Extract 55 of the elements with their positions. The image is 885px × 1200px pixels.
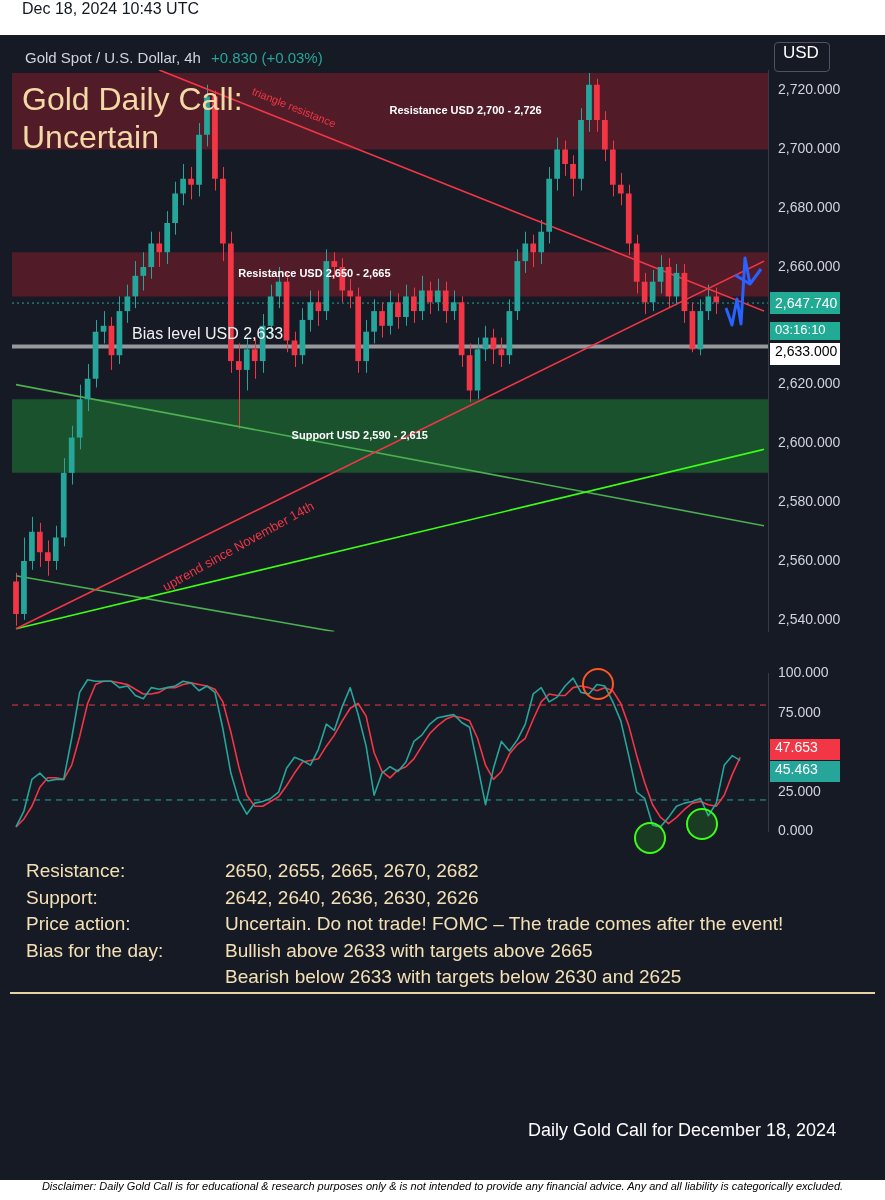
candlestick <box>140 251 147 292</box>
y-tick-label: 2,560.000 <box>778 551 841 568</box>
text: 47.653 <box>770 739 840 760</box>
y-tick-label: 2,660.000 <box>778 257 841 274</box>
y-tick-label: 2,600.000 <box>778 434 841 451</box>
text: Daily Gold Call for December 18, 2024 <box>528 1120 837 1141</box>
y-tick-label: 2,700.000 <box>778 140 841 157</box>
candlestick <box>395 292 401 330</box>
text: Dec 18, 2024 10:43 UTC <box>0 0 885 35</box>
candlestick <box>570 154 576 197</box>
text: Bullish above 2633 with targets above 2665 <box>225 940 593 962</box>
band-label: Resistance USD 2,700 - 2,726 <box>389 104 542 117</box>
text: Disclaimer: Daily Gold Call is for educational & research purposes only & is not intended to provide any financial advice. Any and all liability is categorically excluded. <box>0 1180 885 1200</box>
candlestick <box>442 281 449 324</box>
text: 2650, 2655, 2665, 2670, 2682 <box>225 860 479 882</box>
candlestick <box>148 231 155 280</box>
candlestick <box>538 219 545 265</box>
candlestick <box>188 166 194 200</box>
text: Uncertain. Do not trade! FOMC – The trade comes after the event! <box>225 913 784 935</box>
candlestick <box>235 342 242 430</box>
y-tick-label: 0.000 <box>778 822 814 839</box>
candlestick <box>522 231 529 274</box>
text: Support: <box>26 887 98 909</box>
candlestick <box>617 172 624 206</box>
text: Bias for the day: <box>26 940 164 962</box>
text: Price action: <box>26 913 131 935</box>
y-tick-label: 2,720.000 <box>778 81 841 98</box>
text: 45.463 <box>770 761 840 782</box>
ref-line-label: 2,647.740 <box>775 294 838 311</box>
y-tick-label: 2,540.000 <box>778 610 841 627</box>
candlestick <box>36 522 43 568</box>
chart-subtitle: +0.830 (+0.03%) <box>210 49 323 66</box>
text: Bearish below 2633 with targets below 2630 and 2625 <box>225 966 682 988</box>
candlestick <box>52 525 59 571</box>
candlestick <box>156 231 163 268</box>
candlestick <box>379 301 385 339</box>
text: Resistance: <box>26 860 126 882</box>
candlestick <box>426 281 433 315</box>
text: 2,633.000 <box>770 343 840 365</box>
candlestick <box>44 539 51 577</box>
candlestick <box>530 234 537 268</box>
chart-title: Gold Spot / U.S. Dollar, 4h <box>25 49 201 66</box>
candlestick <box>562 140 568 177</box>
y-tick-label: 2,680.000 <box>778 199 841 216</box>
y-tick-label: 25.000 <box>778 782 822 799</box>
candlestick <box>411 287 417 324</box>
y-tick-label: 2,620.000 <box>778 375 841 392</box>
y-tick-label: 75.000 <box>778 703 822 720</box>
y-axis-title: USD <box>774 42 830 72</box>
text: 03:16:10 <box>770 322 840 340</box>
text: 2642, 2640, 2636, 2630, 2626 <box>225 887 479 909</box>
y-tick-label: 2,580.000 <box>778 493 841 510</box>
candlestick <box>180 163 186 206</box>
y-tick-label: 100.000 <box>778 664 829 681</box>
candlestick <box>641 272 648 315</box>
